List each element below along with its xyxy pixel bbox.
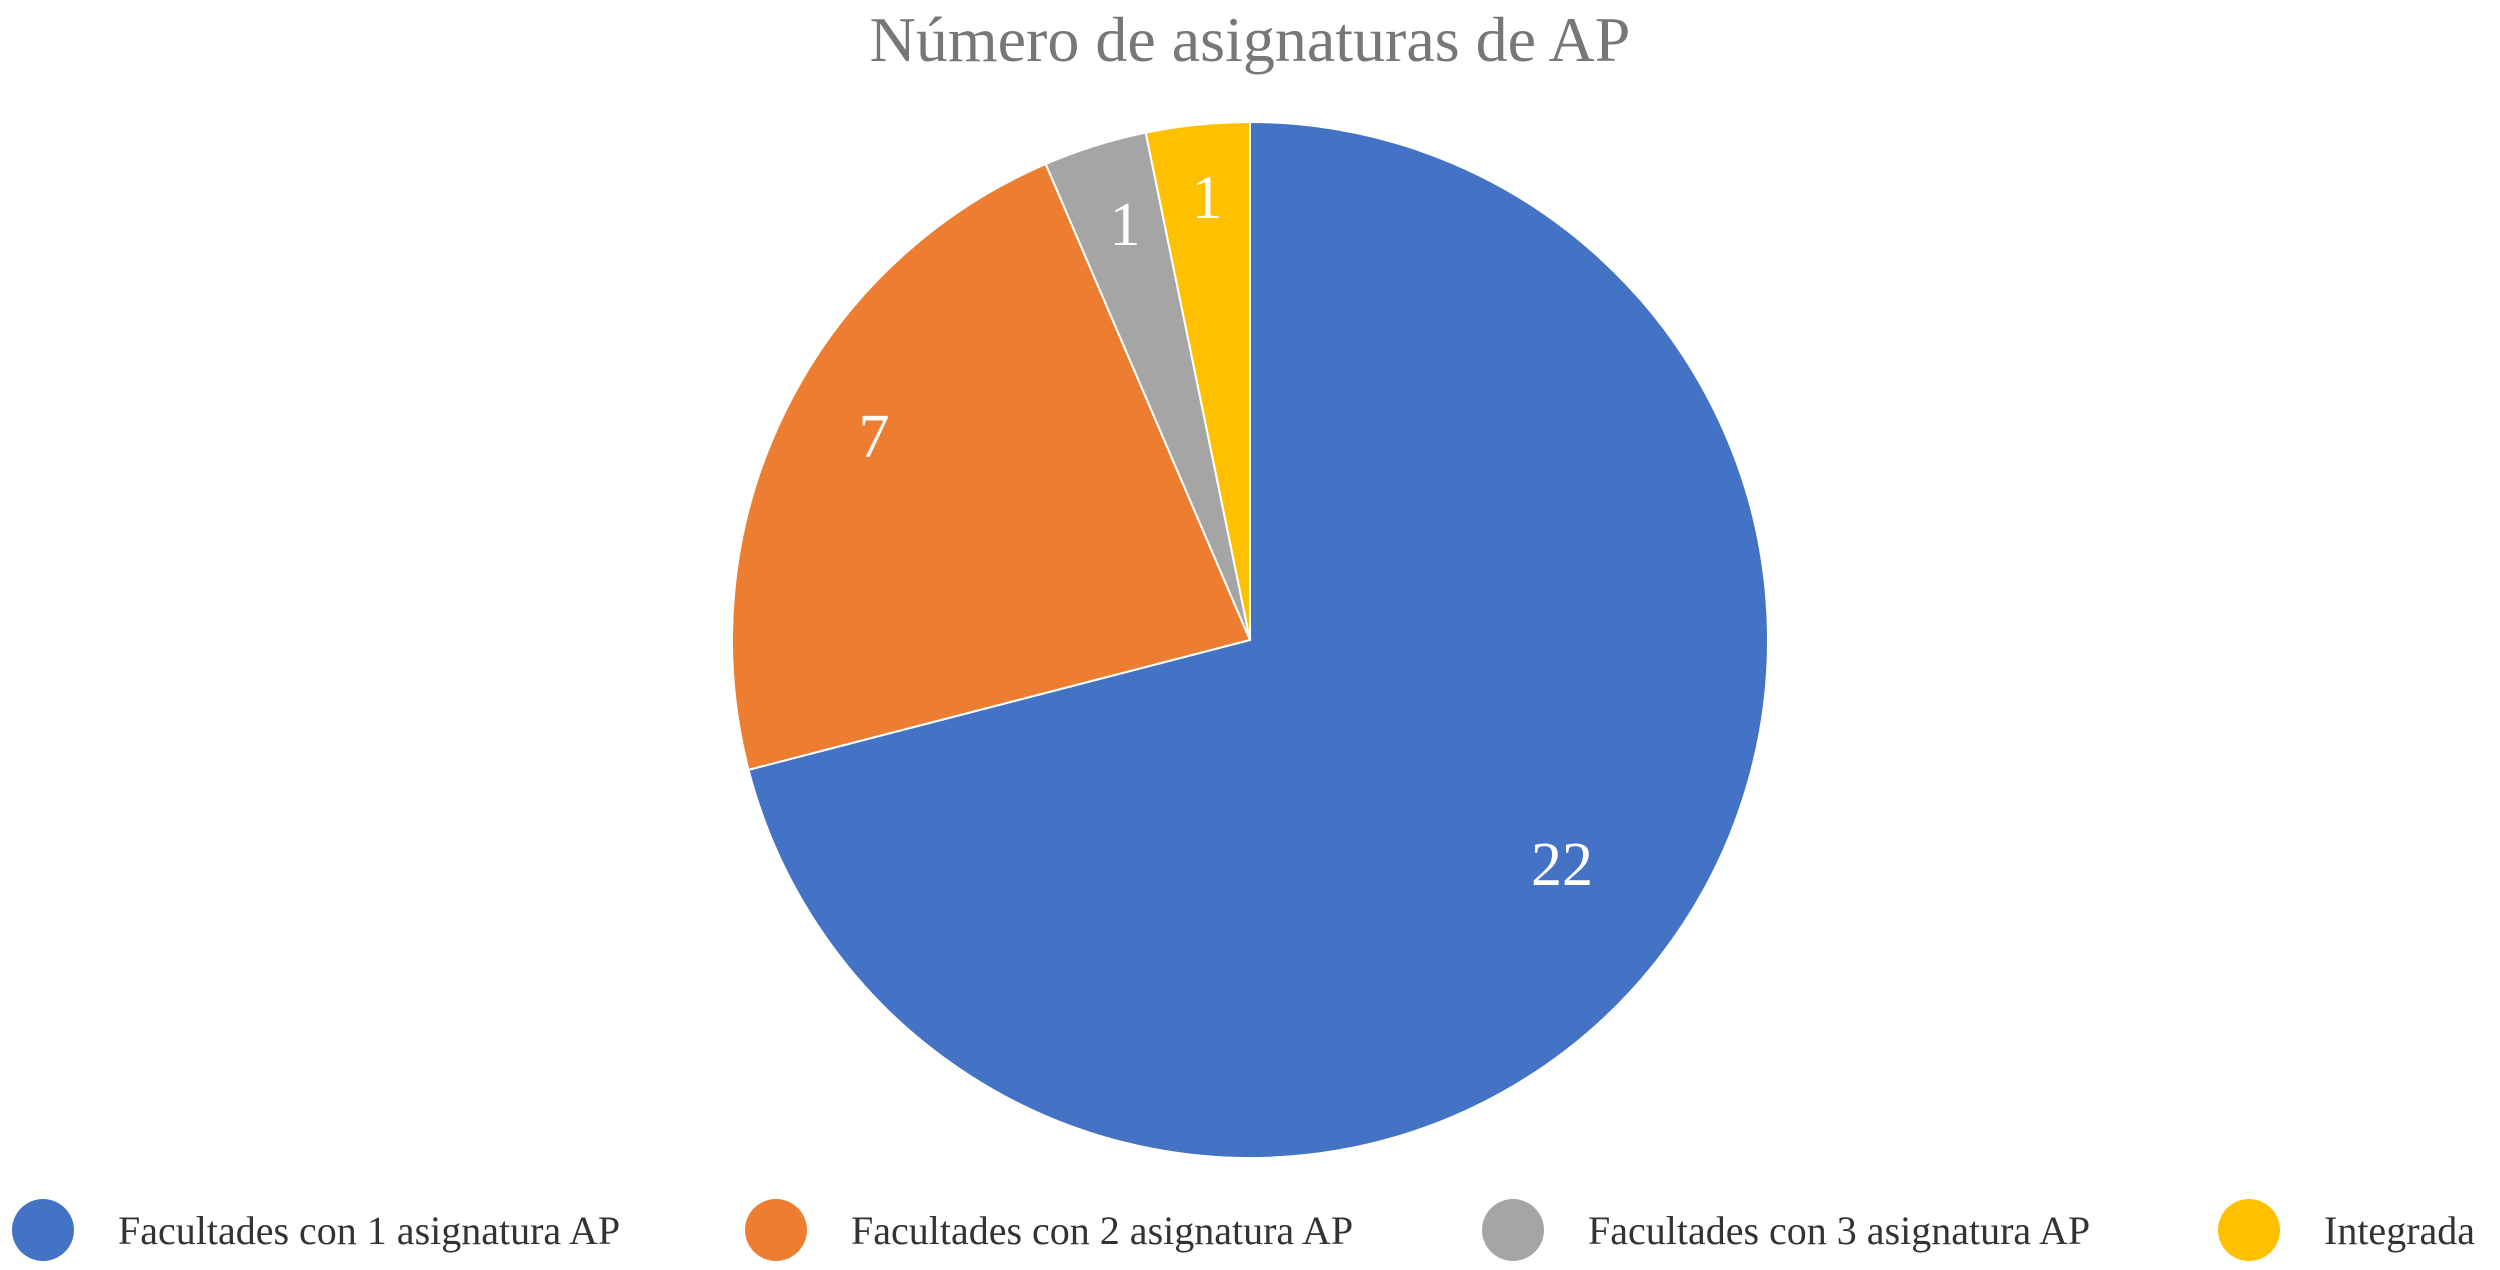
data-label-facultades-2: 7: [859, 403, 890, 471]
pie-slice-facultades-2: [731, 162, 1252, 772]
pie-slice-facultades-1: [747, 120, 1769, 1159]
legend-marker-facultades-2: [745, 1199, 807, 1261]
data-label-facultades-1: 22: [1531, 831, 1593, 899]
legend-label-facultades-3: Facultades con 3 asignatura AP: [1588, 1207, 2091, 1253]
data-label-integrada: 1: [1192, 164, 1223, 232]
legend-item-facultades-1: Facultades con 1 asignatura AP: [12, 1195, 620, 1265]
legend-label-integrada: Integrada: [2324, 1207, 2476, 1253]
legend-item-facultades-3: Facultades con 3 asignatura AP: [1482, 1195, 2090, 1265]
chart-title: Número de asignaturas de AP: [869, 4, 1631, 75]
pie-chart: 22 7 1 1: [731, 120, 1769, 1159]
legend-item-facultades-2: Facultades con 2 asignatura AP: [745, 1195, 1353, 1265]
legend-marker-facultades-3: [1482, 1199, 1544, 1261]
legend-label-facultades-1: Facultades con 1 asignatura AP: [118, 1207, 621, 1253]
legend-marker-facultades-1: [12, 1199, 74, 1261]
legend-item-integrada: Integrada: [2218, 1195, 2475, 1265]
pie-slices: [731, 120, 1769, 1159]
legend: Facultades con 1 asignatura AP Facultade…: [0, 1195, 2500, 1265]
legend-marker-integrada: [2218, 1199, 2280, 1261]
pie-slice-integrada: [1144, 120, 1251, 641]
data-label-facultades-3: 1: [1110, 191, 1141, 259]
legend-label-facultades-2: Facultades con 2 asignatura AP: [851, 1207, 1354, 1253]
pie-data-labels: 22 7 1 1: [859, 164, 1594, 899]
